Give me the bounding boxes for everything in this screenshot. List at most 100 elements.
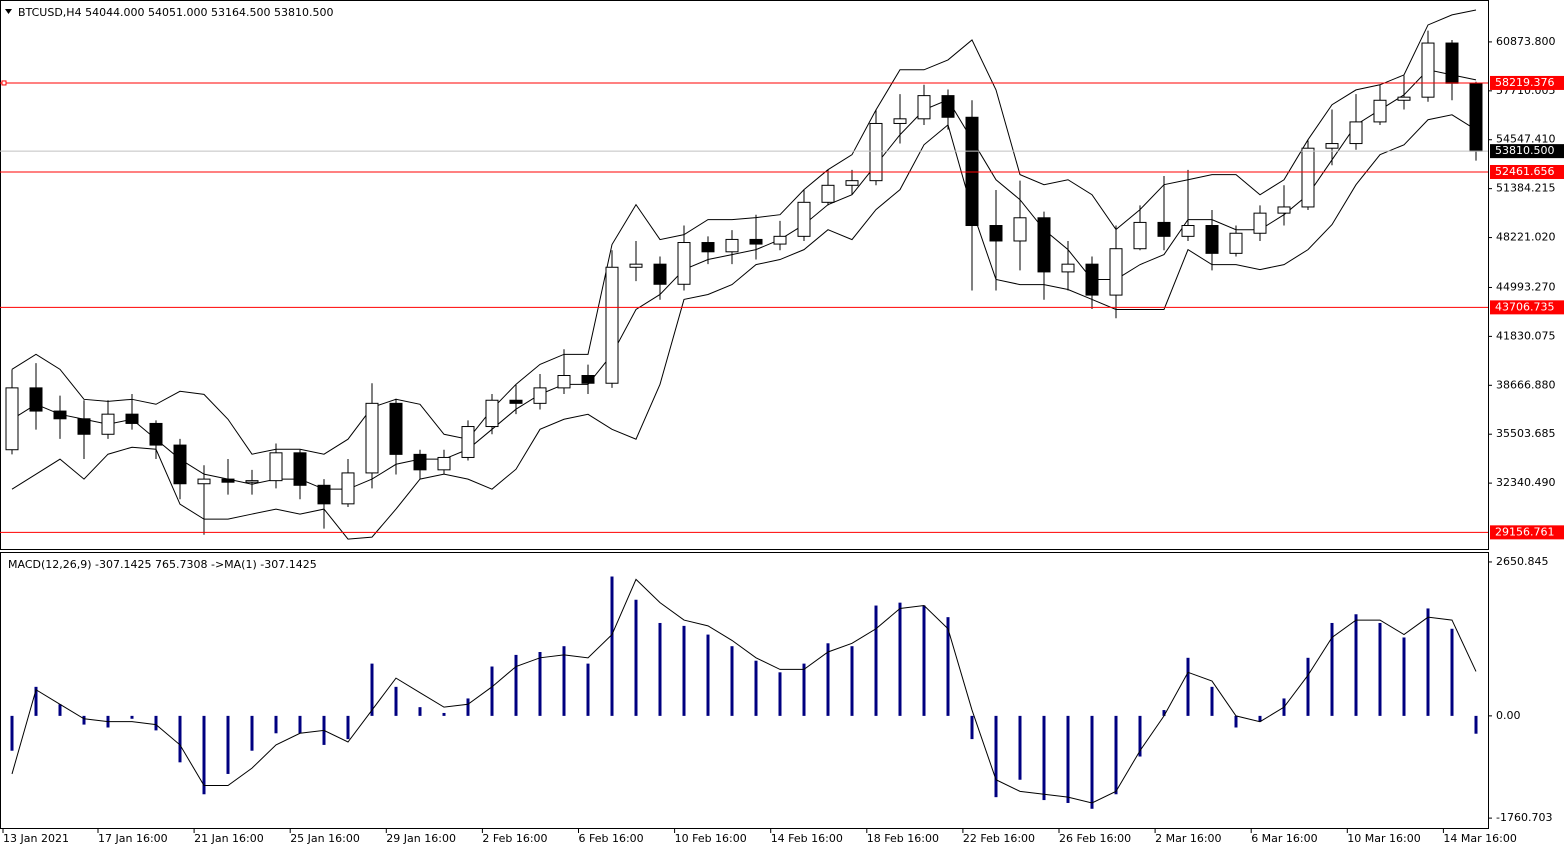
candle-body [413, 453, 427, 471]
macd-bar [610, 576, 614, 716]
x-tick-label: 18 Feb 16:00 [867, 832, 939, 845]
macd-bar [130, 715, 134, 719]
macd-bar [58, 704, 62, 716]
macd-bar [1114, 715, 1118, 795]
last-price-box [1490, 144, 1564, 159]
macd-bar [466, 698, 470, 716]
candle-body [5, 387, 19, 451]
macd-bar [1162, 710, 1166, 716]
candle-body [989, 225, 1003, 242]
y-tick-label: 54547.410 [1496, 133, 1556, 146]
macd-bar [994, 715, 998, 798]
macd-bar [226, 715, 230, 774]
x-tick-label: 6 Mar 16:00 [1251, 832, 1317, 845]
macd-bar [682, 625, 686, 716]
candle-body [1253, 212, 1267, 234]
macd-bar [778, 672, 782, 716]
bollinger-middle [11, 69, 1477, 490]
candle-body [341, 472, 355, 505]
last-price-label: 53810.500 [1495, 144, 1555, 157]
y-tick-label: 60873.800 [1496, 35, 1556, 48]
candle-body [485, 399, 499, 428]
candle-body [317, 484, 331, 505]
x-tick-label: 13 Jan 2021 [3, 832, 69, 845]
macd-bar [922, 605, 926, 716]
candle-body [293, 452, 307, 486]
price-panel [0, 0, 1489, 550]
macd-bar [1378, 622, 1382, 716]
candle-body [869, 122, 883, 182]
candle-body [821, 184, 835, 203]
level-label: 52461.656 [1495, 165, 1555, 178]
candle-body [1037, 217, 1051, 273]
candle-body [1373, 99, 1387, 123]
macd-bar [586, 663, 590, 716]
candle-body [581, 375, 595, 384]
candle-body [557, 375, 571, 389]
candle-body [1397, 96, 1411, 101]
candle-body [461, 426, 475, 458]
candle-body [101, 413, 115, 435]
y-tick-label: 51384.215 [1496, 182, 1556, 195]
bollinger-lower [11, 114, 1477, 540]
candle-body [1349, 121, 1363, 145]
candle-body [437, 456, 451, 471]
candle-body [677, 242, 691, 285]
macd-bar [826, 643, 830, 716]
y-tick-label: 48221.020 [1496, 231, 1556, 244]
candle-body [269, 452, 283, 482]
candle-body [797, 201, 811, 237]
macd-bar [1330, 622, 1334, 716]
macd-bar [1018, 715, 1022, 780]
y-tick-label: 41830.075 [1496, 329, 1556, 342]
candle-body [1421, 42, 1435, 98]
candle-body [1205, 225, 1219, 254]
candle-body [1445, 42, 1459, 84]
macd-bar [1474, 715, 1478, 734]
level-label-box [1490, 525, 1564, 540]
macd-bar [1090, 715, 1094, 809]
candle-body [629, 263, 643, 268]
y-tick-label: 0.00 [1496, 709, 1521, 722]
candle-body [77, 418, 91, 435]
candle-body [221, 478, 235, 483]
y-tick-label: 2650.845 [1496, 555, 1549, 568]
macd-bar [1066, 715, 1070, 803]
macd-bar [802, 663, 806, 716]
macd-header: MACD(12,26,9) -307.1425 765.7308 ->MA(1)… [8, 558, 317, 571]
macd-bar [946, 617, 950, 716]
x-tick-label: 29 Jan 16:00 [386, 832, 456, 845]
macd-bar [1234, 715, 1238, 728]
symbol-menu-arrow[interactable] [5, 9, 12, 14]
macd-bar [10, 715, 14, 751]
macd-bar [514, 654, 518, 716]
macd-bar [730, 646, 734, 716]
macd-bar [370, 663, 374, 716]
candle-body [1181, 225, 1195, 237]
x-tick-label: 25 Jan 16:00 [290, 832, 360, 845]
x-tick-label: 26 Feb 16:00 [1059, 832, 1131, 845]
level-label: 58219.376 [1495, 76, 1555, 89]
candle-body [29, 387, 43, 412]
macd-bar [1306, 657, 1310, 716]
macd-bar [394, 686, 398, 716]
y-tick-label: 32340.490 [1496, 476, 1556, 489]
candle-body [941, 95, 955, 118]
macd-bar [1186, 657, 1190, 716]
y-tick-label: 38666.880 [1496, 378, 1556, 391]
macd-bar [658, 622, 662, 716]
macd-bar [1426, 608, 1430, 716]
candle-body [53, 410, 67, 420]
level-label-box [1490, 164, 1564, 179]
candle-body [1085, 263, 1099, 296]
candle-body [509, 399, 523, 404]
x-tick-label: 2 Mar 16:00 [1155, 832, 1221, 845]
x-tick-label: 14 Feb 16:00 [771, 832, 843, 845]
macd-bar [1258, 715, 1262, 722]
macd-bar [490, 666, 494, 716]
candle-body [533, 387, 547, 404]
macd-bar [850, 646, 854, 716]
candle-body [149, 422, 163, 446]
x-tick-label: 14 Mar 16:00 [1443, 832, 1516, 845]
